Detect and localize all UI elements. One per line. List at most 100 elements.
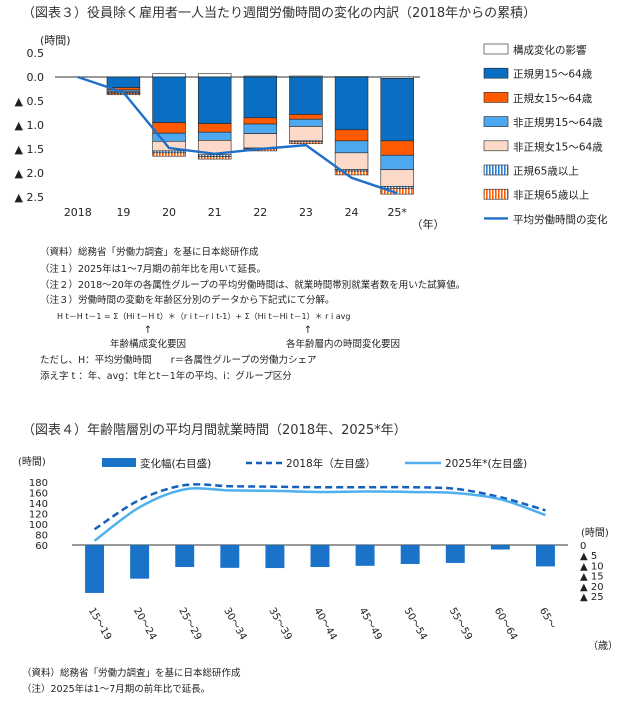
chart-3-ytick: 0.5 bbox=[27, 47, 45, 60]
chart-3-bar-segment bbox=[334, 152, 369, 170]
chart-3-xtick: 2018 bbox=[64, 206, 92, 219]
chart-3-formula-label: 各年齢層内の時間変化要因 bbox=[286, 338, 400, 350]
chart-3-xunit: （年） bbox=[412, 217, 445, 231]
chart-3-definition: 添え字 t ：年、avg：t年とt－1年の平均、i：グループ区分 bbox=[40, 370, 292, 382]
chart-3-bar-segment bbox=[243, 117, 278, 125]
chart-3-xtick: 20 bbox=[162, 206, 176, 219]
chart-3-bar-segment bbox=[197, 131, 232, 141]
chart-3-definition: ただし、H：平均労働時間 r＝各属性グループの労働力シェア bbox=[40, 354, 316, 366]
chart-3-legend-swatch bbox=[483, 164, 509, 176]
chart-3-xtick: 23 bbox=[299, 206, 313, 219]
chart-3-bar-segment bbox=[152, 122, 186, 134]
chart-4-note: （注）2025年は1～7月期の前年比で延長。 bbox=[22, 683, 210, 695]
chart-4-ytick-left: 60 bbox=[35, 541, 48, 552]
chart-4-bar bbox=[220, 545, 240, 568]
chart-3-bar-segment bbox=[243, 123, 278, 134]
chart-3-bar-segment bbox=[380, 154, 414, 170]
chart-4-line-2025 bbox=[93, 487, 546, 542]
chart-4-ytick-right: 0 bbox=[580, 541, 586, 552]
chart-4-legend-label: 2018年（左目盛） bbox=[286, 457, 376, 470]
chart-3-bar-segment bbox=[243, 76, 278, 119]
chart-3-bar-segment bbox=[197, 76, 232, 124]
chart-4-xtick: 25～29 bbox=[176, 606, 203, 642]
figure-4: （図表４）年齢階層別の平均月間就業時間（2018年、2025*年） (時間) (時間… bbox=[0, 420, 623, 700]
chart-3-title: （図表３）役員除く雇用者一人当たり週間労働時間の変化の内訳（2018年からの累積… bbox=[22, 5, 536, 21]
chart-4-ytick-right: ▲ 20 bbox=[580, 582, 604, 593]
chart-3-ytick: ▲ 0.5 bbox=[15, 95, 44, 108]
chart-3-legend-label: 正規女15～64歳 bbox=[513, 92, 593, 105]
chart-4-ytick-right: ▲ 15 bbox=[580, 572, 604, 583]
chart-3-legend-label: 非正規65歳以上 bbox=[513, 190, 589, 202]
chart-3-bar-segment bbox=[334, 76, 369, 131]
chart-4-ylabel-right: (時間) bbox=[581, 527, 609, 539]
chart-4-xtick: 30～34 bbox=[221, 606, 248, 642]
chart-3-ytick: ▲ 1.0 bbox=[15, 119, 44, 132]
chart-3-legend-swatch bbox=[483, 92, 509, 103]
chart-4-bar bbox=[445, 545, 465, 563]
chart-4-xtick: 45～49 bbox=[356, 606, 383, 642]
chart-4-ytick-left: 140 bbox=[29, 499, 48, 510]
chart-4-ytick-left: 160 bbox=[29, 489, 48, 500]
chart-3-legend-swatch bbox=[483, 188, 509, 200]
chart-4-xtick: 15～19 bbox=[86, 606, 113, 642]
chart-3-formula-arrow: ↑ bbox=[304, 325, 312, 336]
chart-3-bar-segment bbox=[197, 123, 232, 133]
chart-4-ytick-left: 120 bbox=[29, 510, 48, 521]
chart-3-legend-label: 構成変化の影響 bbox=[513, 44, 587, 57]
chart-3-bar-segment bbox=[152, 76, 186, 123]
chart-3-ylabel: (時間) bbox=[40, 34, 71, 47]
chart-3-ytick: ▲ 2.5 bbox=[15, 191, 44, 204]
chart-3-legend-swatch bbox=[483, 140, 509, 152]
chart-3-legend-swatch bbox=[483, 67, 509, 79]
chart-4-ytick-right: ▲ 25 bbox=[580, 592, 604, 603]
chart-3-bar-segment bbox=[380, 78, 414, 142]
chart-3-formula-label: 年齢構成変化要因 bbox=[110, 338, 186, 350]
chart-3-xtick: 25* bbox=[387, 206, 407, 219]
chart-3-bar-segment bbox=[380, 169, 414, 187]
chart-4-xtick: 65～ bbox=[537, 606, 558, 631]
chart-3-xtick: 19 bbox=[116, 206, 130, 219]
chart-3-ytick: ▲ 2.0 bbox=[15, 167, 44, 180]
chart-3-line-average bbox=[77, 75, 398, 195]
figure-3: （図表３）役員除く雇用者一人当たり週間労働時間の変化の内訳（2018年からの累積… bbox=[15, 5, 608, 382]
chart-3-bar-segment bbox=[197, 156, 232, 160]
chart-4-ytick-left: 100 bbox=[29, 520, 48, 531]
chart-3-legend-swatch bbox=[483, 43, 509, 55]
chart-3-bar-segment bbox=[289, 126, 323, 142]
chart-3-ytick: ▲ 1.5 bbox=[15, 143, 44, 156]
chart-3-note: （注１）2025年は1～7月期の前年比を用いて延長。 bbox=[40, 263, 266, 275]
chart-3-stacked-bar: （図表３）役員除く雇用者一人当たり週間労働時間の変化の内訳（2018年からの累積… bbox=[15, 5, 608, 382]
chart-4-xunit: （歳） bbox=[588, 640, 618, 652]
chart-3-bar-segment bbox=[197, 73, 232, 78]
chart-4-xtick: 60～64 bbox=[492, 606, 519, 642]
chart-4-bar bbox=[535, 545, 555, 567]
chart-4-xtick: 50～54 bbox=[402, 606, 429, 642]
chart-3-bar-segment bbox=[289, 141, 323, 145]
chart-4-ytick-right: ▲ 10 bbox=[580, 561, 604, 572]
chart-3-bar-segment bbox=[152, 73, 186, 78]
chart-3-legend-label: 平均労働時間の変化 bbox=[513, 213, 608, 226]
chart-3-legend-label: 非正規女15～64歳 bbox=[513, 140, 603, 153]
chart-3-bar-segment bbox=[106, 76, 141, 88]
chart-3-bar-segment bbox=[243, 133, 278, 149]
chart-4-xtick: 35～39 bbox=[266, 606, 293, 642]
chart-3-bar-segment bbox=[289, 118, 323, 127]
chart-3-xtick: 21 bbox=[208, 206, 222, 219]
chart-3-note: （資料）総務省「労働力調査」を基に日本総研作成 bbox=[40, 246, 259, 258]
chart-4-ytick-right: ▲ 5 bbox=[580, 551, 597, 562]
chart-4-bar bbox=[175, 545, 195, 568]
chart-3-bar-segment bbox=[289, 76, 323, 115]
chart-4-title: （図表４）年齢階層別の平均月間就業時間（2018年、2025*年） bbox=[22, 422, 407, 438]
chart-4-bar bbox=[400, 545, 420, 564]
chart-4-xtick: 40～44 bbox=[311, 606, 338, 642]
chart-4-xtick: 20～24 bbox=[131, 606, 158, 642]
chart-3-note: （注２）2018～20年の各属性グループの平均労働時間は、就業時間帯別就業者数を… bbox=[40, 279, 465, 291]
chart-3-note: （注３）労働時間の変動を年齢区分別のデータから下記式にて分解。 bbox=[40, 294, 335, 306]
chart-3-legend-label: 正規65歳以上 bbox=[513, 166, 579, 178]
chart-4-ytick-left: 180 bbox=[29, 478, 48, 489]
chart-4-note: （資料）総務省「労働力調査」を基に日本総研作成 bbox=[22, 667, 241, 679]
chart-4-bar bbox=[490, 545, 510, 550]
chart-3-xtick: 22 bbox=[253, 206, 267, 219]
chart-4-bar bbox=[85, 545, 105, 593]
chart-3-bar-segment bbox=[380, 140, 414, 156]
